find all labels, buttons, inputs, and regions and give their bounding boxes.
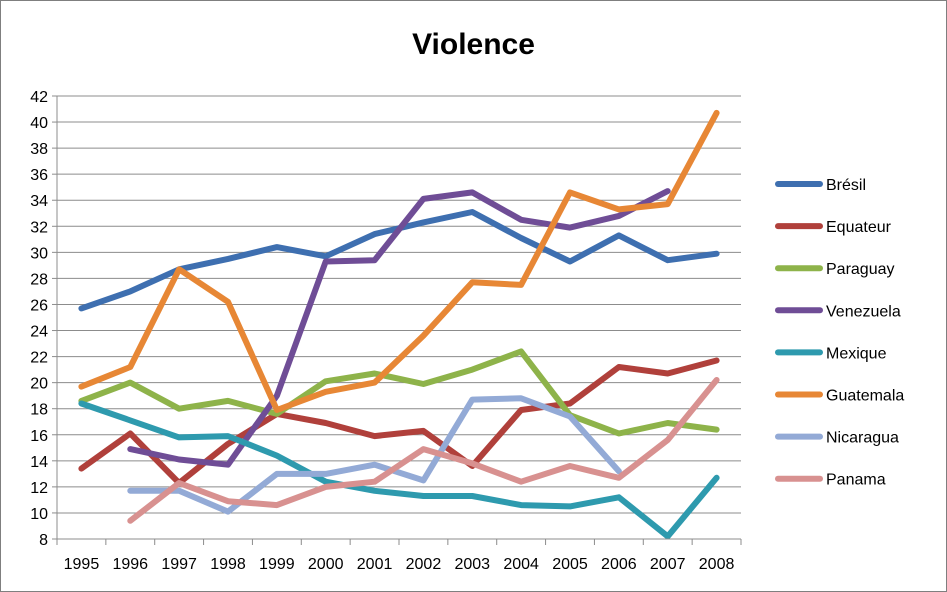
y-tick-label: 18 — [30, 402, 48, 419]
y-tick-label: 38 — [30, 141, 48, 158]
x-tick-label: 1995 — [64, 556, 100, 573]
legend-label: Panama — [826, 472, 886, 489]
legend-label: Paraguay — [826, 261, 895, 278]
x-tick-label: 2008 — [699, 556, 735, 573]
x-tick-label: 2003 — [454, 556, 490, 573]
y-axis-tick-labels: 8 10 12 14 16 18 20 22 24 26 28 30 32 34 36 38 40 42 — [30, 89, 48, 549]
axes — [56, 96, 741, 540]
x-tick-label: 2007 — [650, 556, 686, 573]
x-tick-label: 2006 — [601, 556, 637, 573]
x-axis-tick-labels: 1995 1996 1997 1998 1999 2000 2001 2002 2003 2004… — [56, 539, 742, 573]
y-tick-label: 34 — [30, 193, 48, 210]
y-tick-label: 26 — [30, 297, 48, 314]
y-tick-label: 36 — [30, 167, 48, 184]
x-tick-label: 2000 — [308, 556, 344, 573]
chart-title: Violence — [412, 28, 535, 61]
y-tick-label: 30 — [30, 245, 48, 262]
y-tick-label: 28 — [30, 271, 48, 288]
series-line-equateur — [78, 357, 720, 486]
legend-label: Nicaragua — [826, 430, 899, 447]
x-tick-label: 2004 — [503, 556, 539, 573]
x-tick-label: 2001 — [357, 556, 393, 573]
legend-label: Mexique — [826, 345, 887, 362]
series-line-nicaragua — [127, 395, 622, 515]
y-tick-label: 14 — [30, 454, 48, 471]
x-tick-label: 2005 — [552, 556, 588, 573]
y-tick-label: 8 — [39, 532, 48, 549]
series-line-guatemala — [78, 109, 720, 413]
legend-label: Brésil — [826, 177, 866, 194]
y-tick-label: 24 — [30, 324, 48, 341]
series-line-panama — [127, 377, 720, 524]
x-tick-label: 1997 — [161, 556, 197, 573]
series-line-mexique — [78, 400, 720, 540]
legend-label: Venezuela — [826, 303, 901, 320]
series-lines — [78, 109, 720, 540]
series-line-paraguay — [78, 348, 720, 437]
y-tick-label: 22 — [30, 350, 48, 367]
y-tick-label: 40 — [30, 115, 48, 132]
legend: Brésil Equateur Paraguay Venezuela Mexique Gu… — [775, 177, 904, 489]
y-tick-label: 20 — [30, 376, 48, 393]
y-tick-label: 10 — [30, 506, 48, 523]
legend-label: Guatemala — [826, 388, 904, 405]
series-line-venezuela — [127, 188, 671, 468]
x-tick-label: 1999 — [259, 556, 295, 573]
legend-label: Equateur — [826, 219, 892, 236]
y-tick-label: 12 — [30, 480, 48, 497]
x-tick-label: 2002 — [406, 556, 442, 573]
x-tick-label: 1996 — [112, 556, 148, 573]
y-tick-label: 42 — [30, 89, 48, 106]
y-tick-label: 16 — [30, 428, 48, 445]
x-tick-label: 1998 — [210, 556, 246, 573]
y-tick-label: 32 — [30, 219, 48, 236]
